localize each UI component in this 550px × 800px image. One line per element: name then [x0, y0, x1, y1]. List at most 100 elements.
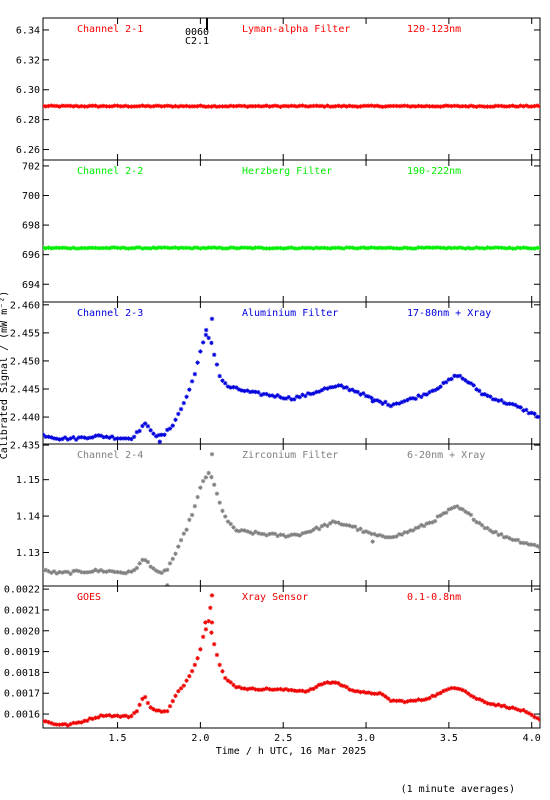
data-point [43, 567, 48, 573]
data-point [123, 713, 129, 718]
data-point [419, 697, 424, 703]
data-point-outlier [209, 593, 215, 598]
data-point [369, 531, 374, 537]
data-point [300, 103, 305, 108]
data-point [372, 531, 377, 537]
data-point [311, 527, 316, 532]
data-point [413, 396, 418, 402]
data-point [311, 246, 316, 251]
data-point [261, 531, 267, 537]
data-point [374, 398, 380, 403]
data-point [316, 526, 322, 532]
data-point [60, 103, 65, 108]
data-point [347, 103, 352, 109]
data-point [325, 523, 330, 529]
data-point [203, 246, 209, 251]
data-point [118, 714, 123, 719]
data-point [62, 569, 68, 575]
data-point [352, 524, 358, 529]
data-point [73, 246, 79, 251]
data-point [101, 103, 106, 109]
y-tick-label: 2.440 [10, 413, 40, 424]
data-point [330, 519, 336, 524]
data-point [234, 246, 239, 251]
data-point [242, 388, 247, 394]
data-point [361, 245, 366, 250]
data-point [466, 104, 471, 109]
data-point [501, 703, 507, 708]
data-point [463, 246, 468, 251]
data-point [363, 245, 369, 251]
data-point [286, 687, 291, 693]
data-point [195, 656, 200, 661]
data-point [391, 402, 396, 407]
data-point [452, 245, 457, 251]
data-point [79, 570, 84, 575]
data-point [493, 245, 499, 250]
y-tick-label: 0.0016 [4, 710, 40, 721]
data-point [51, 569, 57, 574]
data-point [535, 245, 540, 251]
data-point [443, 103, 449, 108]
panel-frame [42, 159, 541, 303]
data-point [109, 245, 115, 250]
data-series [43, 245, 540, 251]
data-point [339, 683, 344, 688]
data-point [438, 104, 443, 109]
data-point [391, 698, 396, 703]
data-point [510, 103, 515, 108]
data-point [518, 245, 523, 251]
data-point [424, 392, 429, 397]
data-point [485, 525, 490, 531]
data-point [432, 104, 438, 109]
data-point [474, 245, 479, 250]
channel-label: GOES [77, 592, 101, 603]
data-point [264, 391, 269, 397]
data-point [51, 436, 57, 441]
data-point [532, 103, 537, 109]
data-point [159, 432, 164, 437]
x-tick-label: 4.0 [523, 733, 541, 744]
x-tick-label: 1.5 [109, 733, 127, 744]
data-point [258, 392, 264, 398]
data-point [369, 691, 374, 696]
data-point [217, 662, 222, 668]
data-point [90, 103, 95, 108]
data-point [54, 722, 60, 727]
data-point [297, 533, 302, 538]
data-point [275, 103, 280, 109]
data-point [283, 396, 289, 401]
data-point [510, 401, 515, 407]
data-point [366, 690, 372, 695]
data-point [341, 246, 347, 251]
data-point [350, 104, 355, 109]
data-point [187, 517, 192, 523]
data-point [154, 103, 159, 108]
data-point [339, 245, 344, 251]
data-point [49, 103, 54, 108]
data-point [336, 245, 341, 250]
data-point [532, 542, 537, 548]
data-point [529, 410, 534, 416]
data-point [363, 529, 369, 534]
data-point [82, 435, 87, 440]
y-tick-label: 2.445 [10, 384, 40, 395]
data-point [477, 697, 482, 702]
data-point [372, 245, 377, 251]
data-point [46, 719, 51, 725]
data-point [452, 504, 457, 510]
data-point [258, 531, 264, 537]
data-point [247, 245, 253, 250]
y-tick-label: 0.0022 [4, 585, 40, 596]
data-point [504, 246, 510, 251]
data-point [454, 245, 460, 251]
data-point [300, 392, 305, 398]
data-point [493, 529, 499, 535]
data-point [176, 246, 181, 251]
data-point [115, 569, 120, 575]
data-point [245, 529, 250, 534]
data-point [93, 715, 98, 721]
data-point [419, 104, 424, 109]
data-point [518, 103, 523, 108]
data-point [479, 392, 485, 397]
